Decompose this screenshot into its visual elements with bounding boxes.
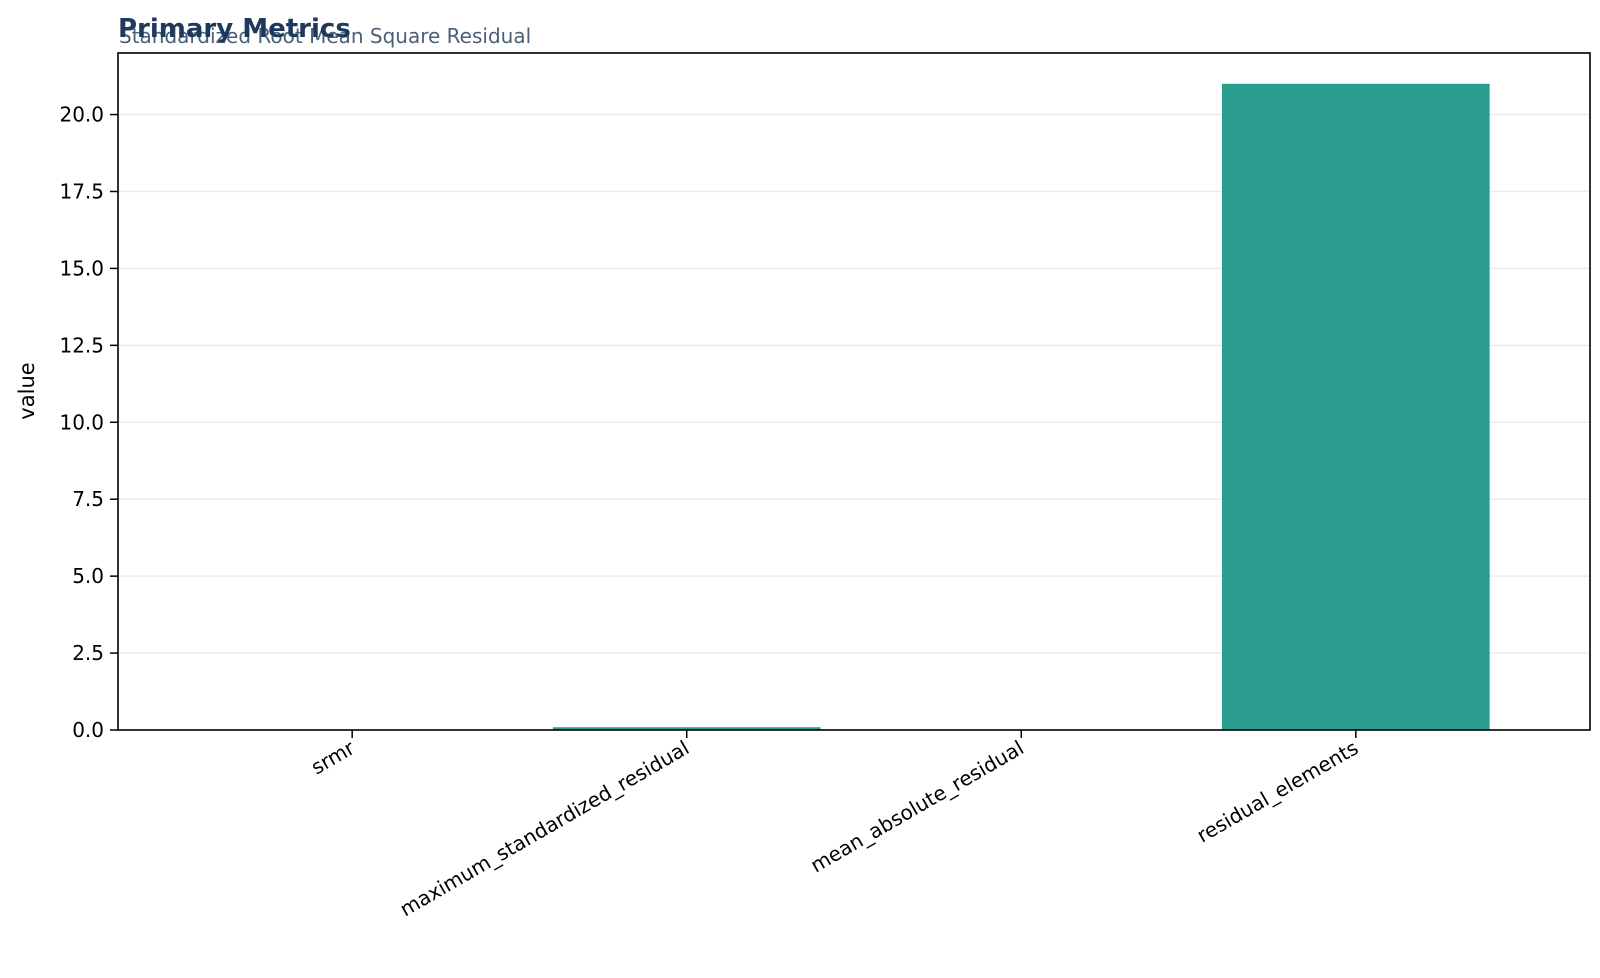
bar-maximum-standardized-residual [552, 727, 821, 730]
y-tick-label: 5.0 [72, 564, 104, 588]
y-tick-label: 7.5 [72, 487, 104, 511]
y-tick-label: 2.5 [72, 641, 104, 665]
chart-title: Primary Metrics [118, 14, 351, 44]
x-tick-label: srmr [307, 735, 360, 779]
bars [218, 83, 1490, 731]
y-tick-label: 12.5 [59, 333, 104, 357]
chart-subtitle: Standardized Root Mean Square Residual [119, 24, 531, 48]
x-tick-label: maximum_standardized_residual [396, 736, 694, 922]
x-tick-label: mean_absolute_residual [806, 736, 1028, 878]
y-tick-label: 20.0 [59, 103, 104, 127]
y-axis-label: value [15, 362, 39, 419]
x-axis-ticks: srmr maximum_standardized_residual mean_ab… [307, 730, 1362, 921]
y-tick-label: 15.0 [59, 256, 104, 280]
y-tick-label: 10.0 [59, 410, 104, 434]
x-tick-label: residual_elements [1193, 736, 1363, 848]
y-axis-ticks: 0.0 2.5 5.0 7.5 10.0 12.5 15.0 17.5 20.0 [59, 103, 118, 742]
bar-residual-elements [1222, 83, 1490, 731]
y-tick-label: 0.0 [72, 718, 104, 742]
plot-frame [117, 52, 1591, 731]
y-tick-label: 17.5 [59, 179, 104, 203]
grid-lines [118, 113, 1590, 654]
